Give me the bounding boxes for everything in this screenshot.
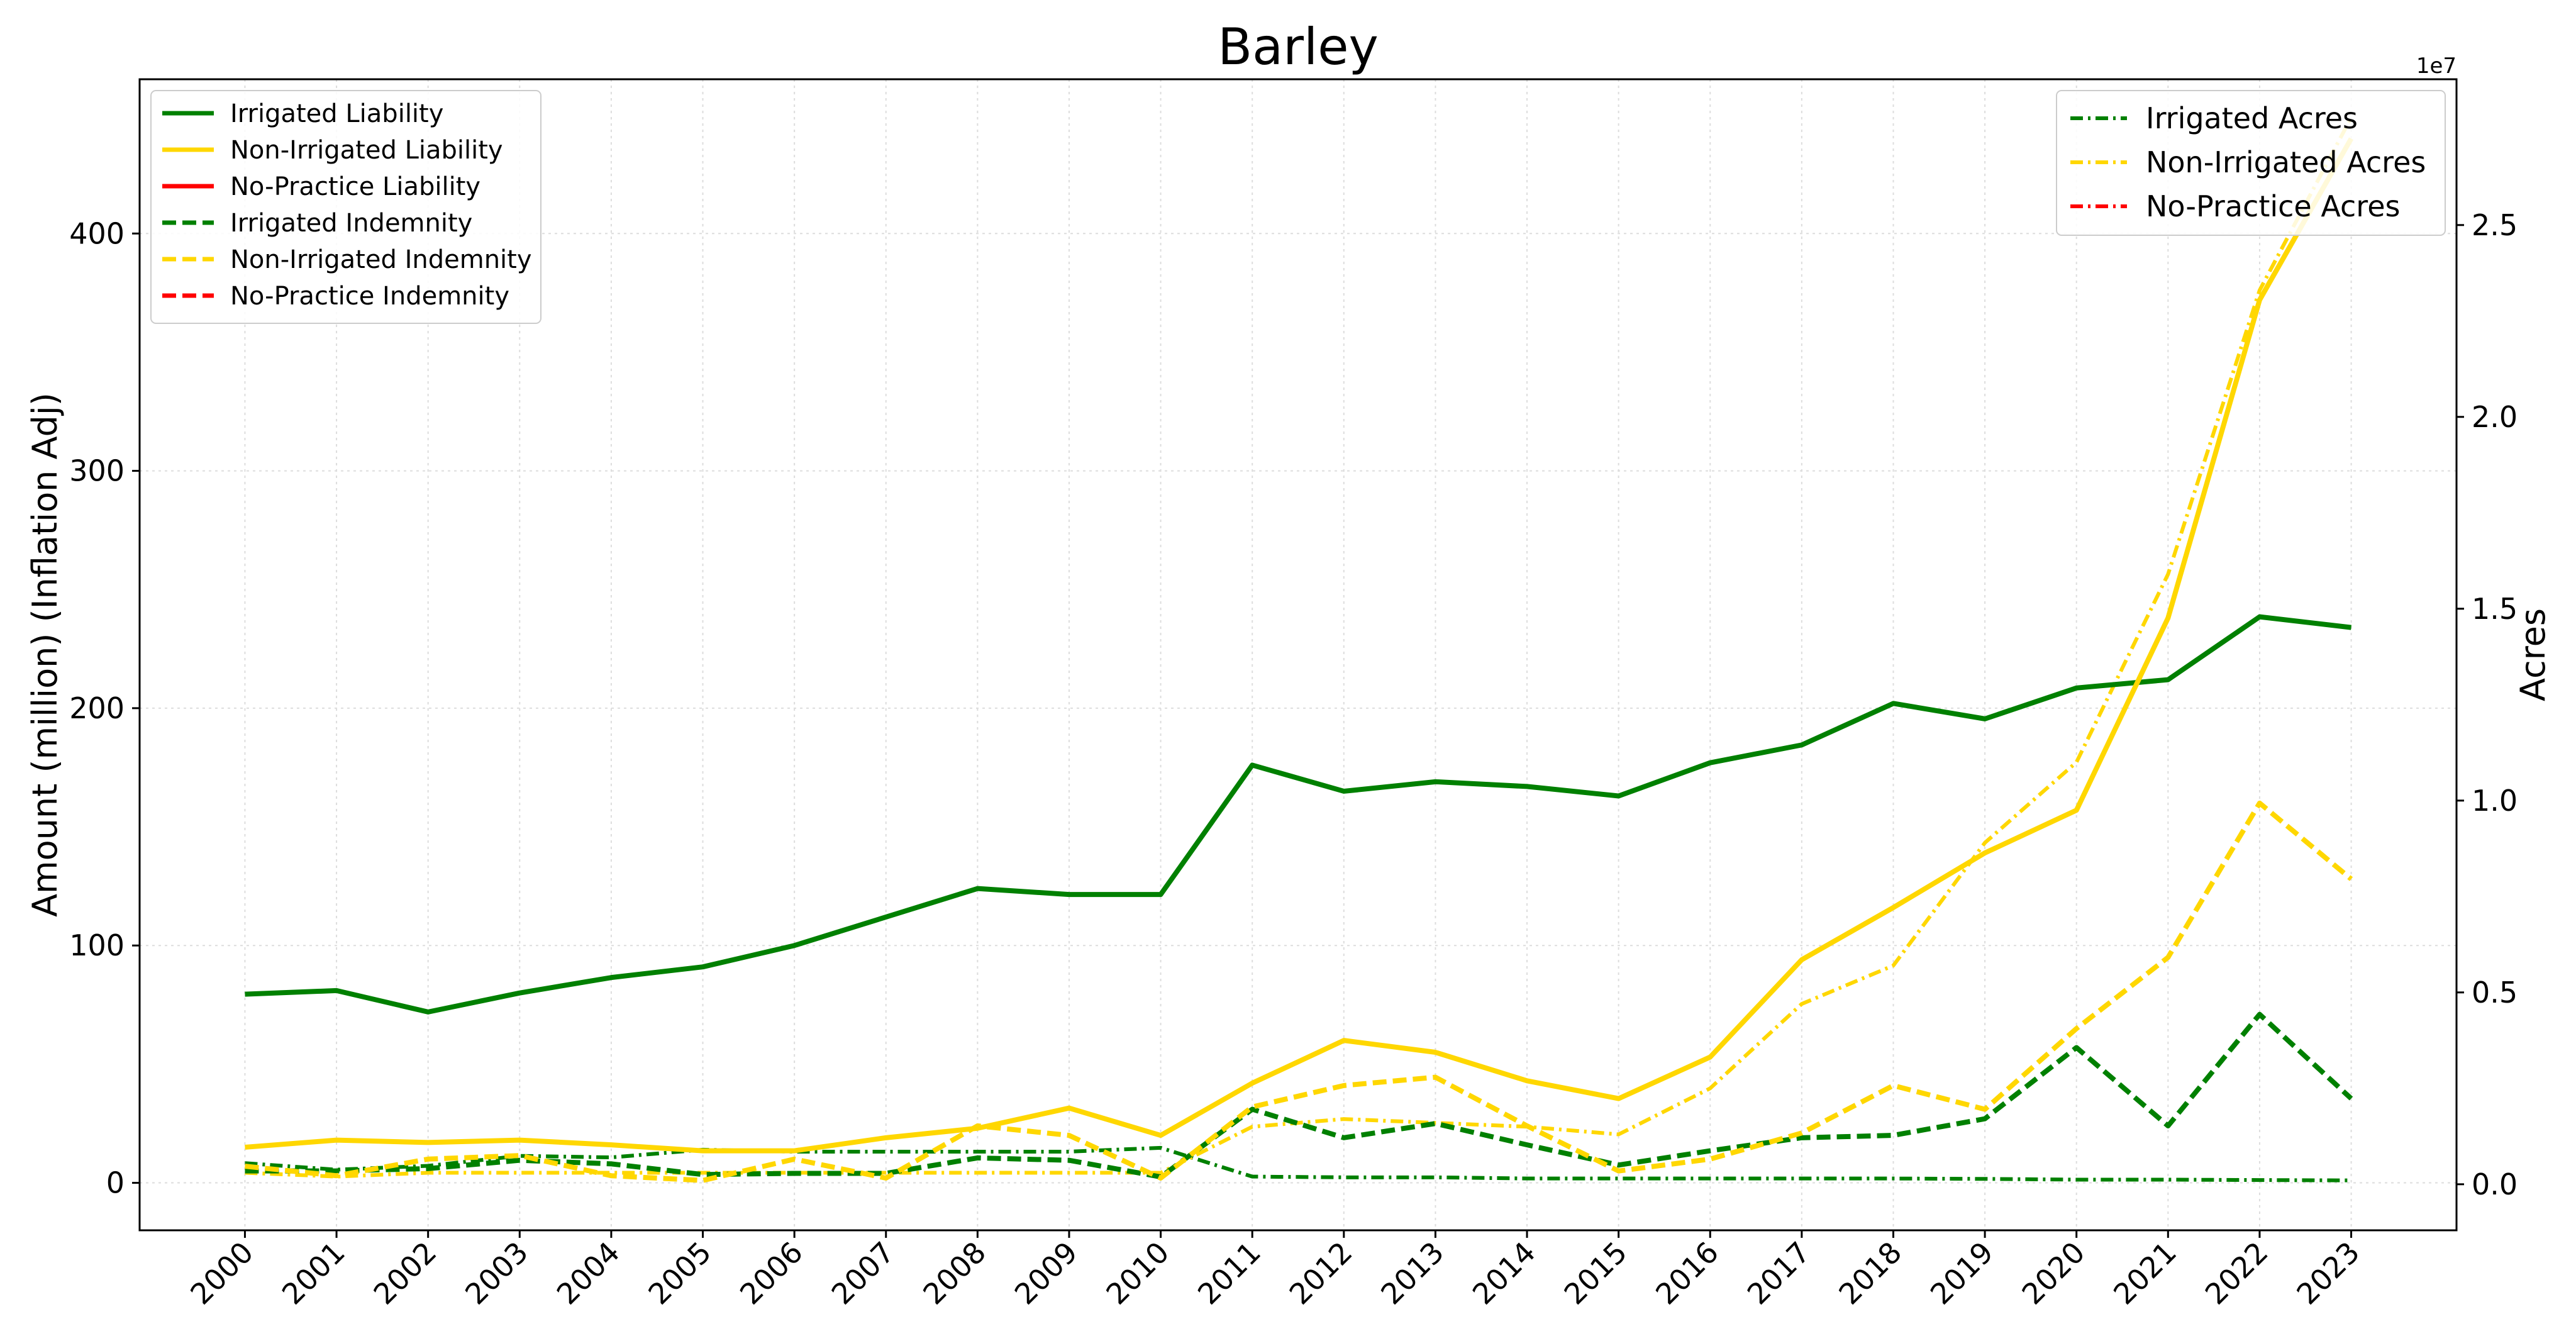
x-tick-label: 2008 (916, 1235, 992, 1311)
legend-right: Irrigated Acres Non-Irrigated Acres No-Pra… (2056, 90, 2446, 236)
legend-label-no-practice-indemnity: No-Practice Indemnity (230, 282, 509, 311)
right-y-tick-label: 1.0 (2472, 784, 2518, 818)
x-tick-label: 2015 (1557, 1235, 1633, 1311)
x-tick-label: 2021 (2107, 1235, 2183, 1311)
x-tick-label: 2011 (1191, 1235, 1267, 1311)
chart-title: Barley (1218, 18, 1379, 76)
legend-right-box (2056, 90, 2446, 236)
x-tick-label: 2013 (1374, 1235, 1450, 1311)
series-line-irrigated-acres (245, 1145, 2351, 1182)
x-tick-label: 2022 (2199, 1235, 2275, 1311)
legend-label-no-practice-acres: No-Practice Acres (2146, 189, 2400, 223)
series-line-irrigated-liability (245, 614, 2352, 1015)
x-tick-label: 2003 (458, 1235, 535, 1311)
x-tick-label: 2014 (1466, 1235, 1542, 1311)
left-y-tick-label: 100 (69, 928, 125, 962)
x-tick-label: 2000 (184, 1235, 260, 1311)
x-tick-label: 2002 (367, 1235, 443, 1311)
left-y-tick-label: 400 (69, 216, 125, 250)
y-axis-label-right: Acres (2513, 608, 2553, 701)
x-tick-label: 2010 (1099, 1235, 1175, 1311)
x-tick-label: 2018 (1832, 1235, 1908, 1311)
x-tick-label: 2012 (1283, 1235, 1359, 1311)
series-line-non-irrigated-indemnity (245, 800, 2353, 1183)
legend-label-irrigated-acres: Irrigated Acres (2146, 101, 2358, 135)
right-y-tick-label: 2.0 (2472, 400, 2518, 434)
legend-left: Irrigated Liability Non-Irrigated Liabili… (150, 90, 541, 324)
left-y-tick-label: 200 (69, 691, 125, 725)
left-y-axis: 0 100 200 300 400 (69, 216, 140, 1200)
right-y-tick-label: 0.0 (2472, 1167, 2518, 1201)
right-y-tick-label: 2.5 (2472, 208, 2518, 242)
x-tick-label: 2004 (550, 1235, 626, 1311)
right-axis-multiplier: 1e7 (2416, 53, 2457, 79)
legend-label-irrigated-liability: Irrigated Liability (230, 99, 443, 128)
plot-frame (138, 78, 2458, 1232)
series-line-non-irrigated-liability (245, 137, 2354, 1154)
x-tick-label: 2005 (641, 1235, 718, 1311)
x-tick-label: 2006 (733, 1235, 809, 1311)
x-tick-label: 2009 (1008, 1235, 1084, 1311)
legend-label-no-practice-liability: No-Practice Liability (230, 172, 480, 201)
legend-label-non-irrigated-liability: Non-Irrigated Liability (230, 136, 503, 165)
x-tick-label: 2016 (1649, 1235, 1725, 1311)
x-tick-label: 2019 (1924, 1235, 2000, 1311)
x-axis: 2000 2001 2002 2003 2004 2005 2006 2007 2008 2009… (184, 1230, 2366, 1311)
left-y-tick-label: 300 (69, 454, 125, 488)
x-tick-label: 2001 (275, 1235, 352, 1311)
x-tick-label: 2023 (2290, 1235, 2366, 1311)
x-tick-label: 2020 (2016, 1235, 2092, 1311)
x-tick-label: 2007 (825, 1235, 901, 1311)
legend-label-non-irrigated-indemnity: Non-Irrigated Indemnity (230, 245, 532, 274)
left-y-tick-label: 0 (106, 1166, 125, 1200)
series-lines (245, 116, 2354, 1183)
series-line-irrigated-indemnity (245, 1011, 2353, 1180)
right-y-axis: 0.0 0.5 1.0 1.5 2.0 2.5 (2457, 208, 2518, 1201)
legend-label-irrigated-indemnity: Irrigated Indemnity (230, 209, 472, 238)
series-line-non-irrigated-acres (245, 116, 2353, 1179)
legend-left-box (150, 90, 541, 324)
right-y-tick-label: 1.5 (2472, 592, 2518, 626)
right-y-tick-label: 0.5 (2472, 976, 2518, 1010)
y-axis-label-left: Amount (million) (Inflation Adj) (25, 392, 65, 917)
legend-label-non-irrigated-acres: Non-Irrigated Acres (2146, 145, 2426, 179)
x-tick-label: 2017 (1741, 1235, 1817, 1311)
